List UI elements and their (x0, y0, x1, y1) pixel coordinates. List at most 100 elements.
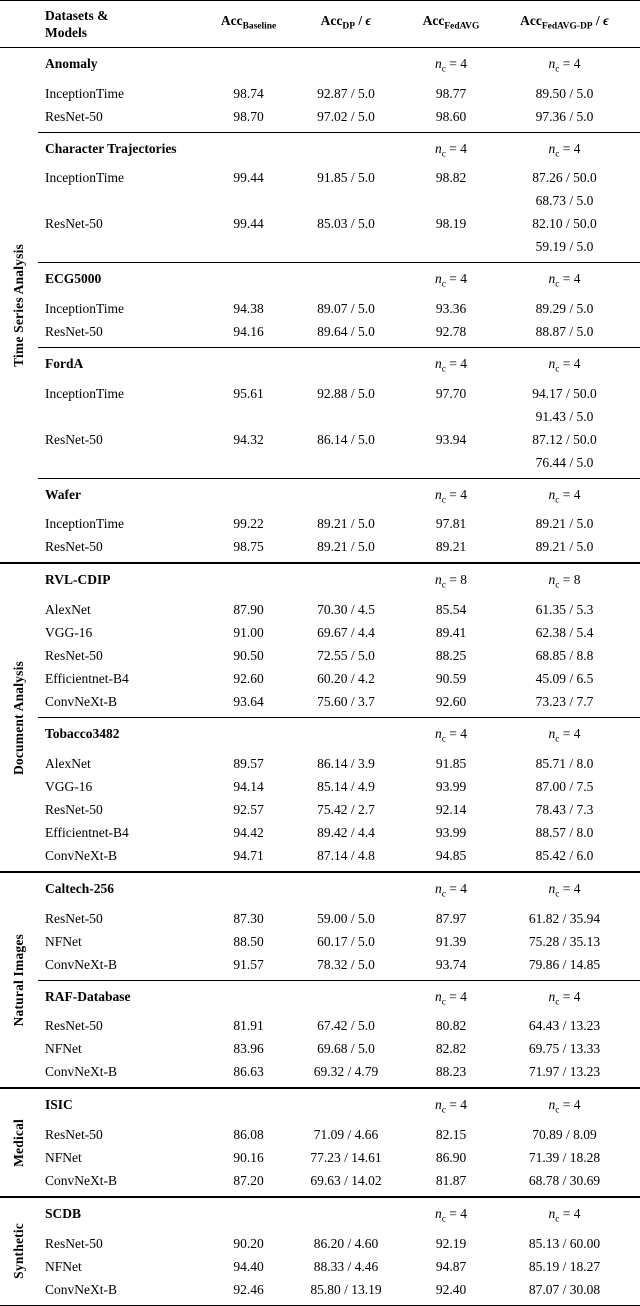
column-header-acc-fedavg-dp: AccFedAVG-DP / ϵ (501, 12, 640, 36)
fedavg-dp-line: 45.09 / 6.5 (535, 671, 594, 687)
model-row: ResNet-50 99.44 85.03 / 5.0 98.19 82.10 / 50… (38, 212, 640, 258)
fedavg-dp-value: 97.36 / 5.0 (501, 105, 640, 128)
fedavg-value: 92.60 (435, 694, 467, 710)
section-body: SCDB nc = 4 nc = 4 ResNet-50 90.20 86.20 / 4.… (38, 1198, 640, 1305)
fedavg-dp-line: 68.78 / 30.69 (528, 1172, 601, 1188)
nc-fedavg-dp: nc = 4 (548, 140, 581, 160)
dp-value: 69.63 / 14.02 (310, 1172, 382, 1188)
nc-fedavg: nc = 4 (434, 726, 468, 745)
nc-fedavg-dp: nc = 4 (548, 56, 581, 75)
model-row: ResNet-50 94.32 86.14 / 5.0 93.94 87.12 / 50… (38, 428, 640, 474)
baseline-value: 94.32 (233, 431, 264, 447)
dataset-group: RVL-CDIP nc = 8 nc = 8 AlexNet 87.90 70.30 / … (38, 564, 640, 717)
dp-value: 70.30 / 4.5 (317, 602, 375, 618)
fedavg-value: 92.78 (435, 324, 467, 340)
model-name: ResNet-50 (45, 539, 103, 555)
section-label: Medical (11, 1118, 26, 1167)
model-row: ConvNeXt-B 94.71 87.14 / 4.8 94.85 85.42 / 6… (38, 844, 640, 867)
baseline-value: 92.57 (233, 801, 264, 817)
acc-label: Acc (220, 13, 243, 29)
model-row: AlexNet 87.90 70.30 / 4.5 85.54 61.35 / 5.3 (38, 598, 640, 621)
fedavg-dp-line: 88.57 / 8.0 (535, 824, 594, 840)
acc-subscript: DP (342, 21, 355, 32)
section-label-cell: Natural Images (0, 873, 38, 1087)
fedavg-value: 91.39 (435, 933, 467, 949)
acc-label: Acc (520, 13, 542, 29)
dp-value: 88.33 / 4.46 (313, 1258, 379, 1274)
fedavg-value: 88.25 (435, 648, 467, 664)
column-header-acc-dp: AccDP / ϵ (291, 12, 401, 36)
model-name: ResNet-50 (45, 216, 103, 232)
dataset-header-row: FordA nc = 4 nc = 4 (38, 352, 640, 382)
fedavg-dp-value: 85.19 / 18.27 (501, 1255, 640, 1278)
model-name: ResNet-50 (45, 910, 103, 926)
nc-fedavg-dp: nc = 4 (548, 1097, 581, 1116)
dp-value: 87.14 / 4.8 (317, 847, 375, 863)
nc-fedavg: nc = 4 (434, 356, 468, 375)
model-row: ConvNeXt-B 92.46 85.80 / 13.19 92.40 87.07 /… (38, 1278, 640, 1301)
baseline-value: 94.16 (233, 324, 264, 340)
model-name: NFNet (45, 933, 82, 949)
fedavg-dp-value: 88.87 / 5.0 (501, 320, 640, 343)
fedavg-value: 93.99 (435, 824, 467, 840)
section-label: Natural Images (11, 933, 26, 1027)
nc-fedavg-dp: nc = 4 (548, 486, 581, 506)
dataset-group: ISIC nc = 4 nc = 4 ResNet-50 86.08 71.09 / 4.… (38, 1089, 640, 1196)
dataset-header-row: RAF-Database nc = 4 nc = 4 (38, 985, 640, 1015)
model-row: InceptionTime 99.44 91.85 / 5.0 98.82 87.26 … (38, 166, 640, 212)
fedavg-value: 85.54 (435, 602, 467, 618)
fedavg-value: 97.81 (435, 516, 467, 532)
fedavg-dp-line: 61.82 / 35.94 (528, 910, 601, 926)
dataset-group: Caltech-256 nc = 4 nc = 4 ResNet-50 87.30 59.… (38, 873, 640, 980)
model-name: InceptionTime (45, 170, 124, 186)
dp-value: 69.68 / 5.0 (317, 1041, 375, 1057)
dataset-header-row: RVL-CDIP nc = 8 nc = 8 (38, 568, 640, 598)
dp-value: 75.60 / 3.7 (317, 694, 375, 710)
fedavg-dp-line: 89.29 / 5.0 (535, 301, 594, 317)
dp-value: 60.20 / 4.2 (317, 671, 375, 687)
model-row: AlexNet 89.57 86.14 / 3.9 91.85 85.71 / 8.0 (38, 752, 640, 775)
table-section: Synthetic SCDB nc = 4 nc = 4 ResNet-50 90.20 8… (0, 1195, 640, 1305)
column-header-acc-baseline: AccBaseline (206, 12, 291, 36)
model-row: NFNet 94.40 88.33 / 4.46 94.87 85.19 / 18.27 (38, 1255, 640, 1278)
fedavg-value: 92.19 (435, 1235, 467, 1251)
model-name: ConvNeXt-B (45, 956, 117, 972)
dp-value: 89.21 / 5.0 (317, 516, 375, 532)
fedavg-value: 89.41 (435, 625, 467, 641)
model-row: Efficientnet-B4 92.60 60.20 / 4.2 90.59 45.0… (38, 667, 640, 690)
fedavg-dp-value: 82.10 / 50.0 59.19 / 5.0 (501, 212, 640, 258)
dp-value: 77.23 / 14.61 (310, 1149, 382, 1165)
fedavg-value: 82.82 (435, 1041, 467, 1057)
baseline-value: 94.42 (233, 824, 264, 840)
dataset-group: Anomaly nc = 4 nc = 4 InceptionTime 98.74 92.… (38, 48, 640, 132)
fedavg-dp-value: 71.97 / 13.23 (501, 1060, 640, 1083)
table-section: Time Series Analysis Anomaly nc = 4 nc = 4 I… (0, 48, 640, 562)
nc-fedavg: nc = 4 (434, 56, 468, 75)
fedavg-dp-line: 62.38 / 5.4 (535, 625, 594, 641)
column-header-datasets-models: Datasets & Models (45, 8, 109, 40)
fedavg-dp-value: 61.35 / 5.3 (501, 598, 640, 621)
section-body: RVL-CDIP nc = 8 nc = 8 AlexNet 87.90 70.30 / … (38, 564, 640, 870)
nc-fedavg-dp: nc = 4 (548, 988, 581, 1008)
dataset-group: ECG5000 nc = 4 nc = 4 InceptionTime 94.38 89.… (38, 262, 640, 347)
fedavg-dp-line: 59.19 / 5.0 (535, 239, 594, 255)
fedavg-value: 93.94 (435, 431, 467, 447)
dataset-name: ECG5000 (45, 271, 102, 287)
fedavg-dp-value: 85.13 / 60.00 (501, 1232, 640, 1255)
fedavg-dp-line: 97.36 / 5.0 (535, 108, 594, 124)
model-row: ResNet-50 98.75 89.21 / 5.0 89.21 89.21 / 5.… (38, 535, 640, 558)
acc-subscript: Baseline (242, 21, 277, 32)
baseline-value: 89.57 (233, 755, 264, 771)
fedavg-value: 89.21 (435, 539, 467, 555)
baseline-value: 90.50 (233, 648, 264, 664)
model-name: Efficientnet-B4 (45, 824, 129, 840)
fedavg-dp-line: 70.89 / 8.09 (532, 1126, 597, 1142)
model-name: ResNet-50 (45, 1018, 103, 1034)
header-row: Datasets & Models AccBaseline AccDP / ϵ … (38, 7, 640, 41)
fedavg-value: 97.70 (435, 385, 467, 401)
dataset-header-row: Wafer nc = 4 nc = 4 (38, 483, 640, 513)
section-label: Time Series Analysis (11, 243, 26, 367)
model-row: ResNet-50 90.50 72.55 / 5.0 88.25 68.85 / 8.… (38, 644, 640, 667)
fedavg-dp-value: 68.78 / 30.69 (501, 1169, 640, 1192)
